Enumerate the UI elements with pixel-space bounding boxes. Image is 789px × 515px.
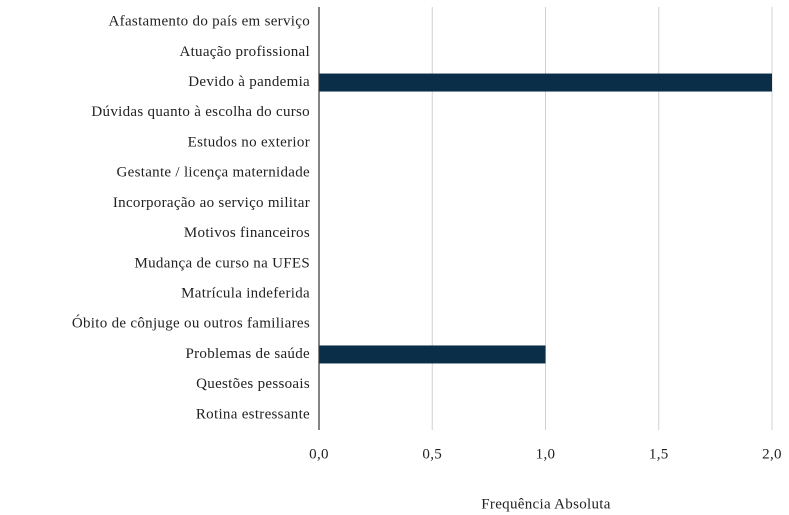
y-tick-label: Atuação profissional [179, 44, 310, 60]
y-tick-label: Matrícula indeferida [181, 285, 310, 301]
x-tick-label: 0,5 [422, 446, 442, 462]
x-tick-label: 1,5 [649, 446, 669, 462]
x-tick-label: 2,0 [762, 446, 782, 462]
y-tick-label: Dúvidas quanto à escolha do curso [91, 104, 310, 120]
y-tick-label: Problemas de saúde [185, 346, 310, 362]
bar [319, 345, 546, 364]
y-tick-label: Devido à pandemia [188, 74, 310, 90]
bar [319, 73, 772, 92]
y-tick-label: Mudança de curso na UFES [135, 255, 311, 271]
y-tick-label: Afastamento do país em serviço [109, 14, 310, 30]
y-tick-label: Motivos financeiros [184, 225, 310, 241]
y-tick-label: Rotina estressante [196, 406, 310, 422]
y-tick-label: Gestante / licença maternidade [117, 165, 311, 181]
y-tick-label: Questões pessoais [196, 376, 310, 392]
y-tick-label: Óbito de cônjuge ou outros familiares [72, 315, 310, 332]
x-tick-label: 0,0 [309, 446, 329, 462]
y-tick-label: Incorporação ao serviço militar [113, 195, 310, 211]
x-axis-label: Frequência Absoluta [481, 496, 610, 512]
y-tick-label: Estudos no exterior [188, 134, 310, 150]
x-tick-label: 1,0 [536, 446, 556, 462]
